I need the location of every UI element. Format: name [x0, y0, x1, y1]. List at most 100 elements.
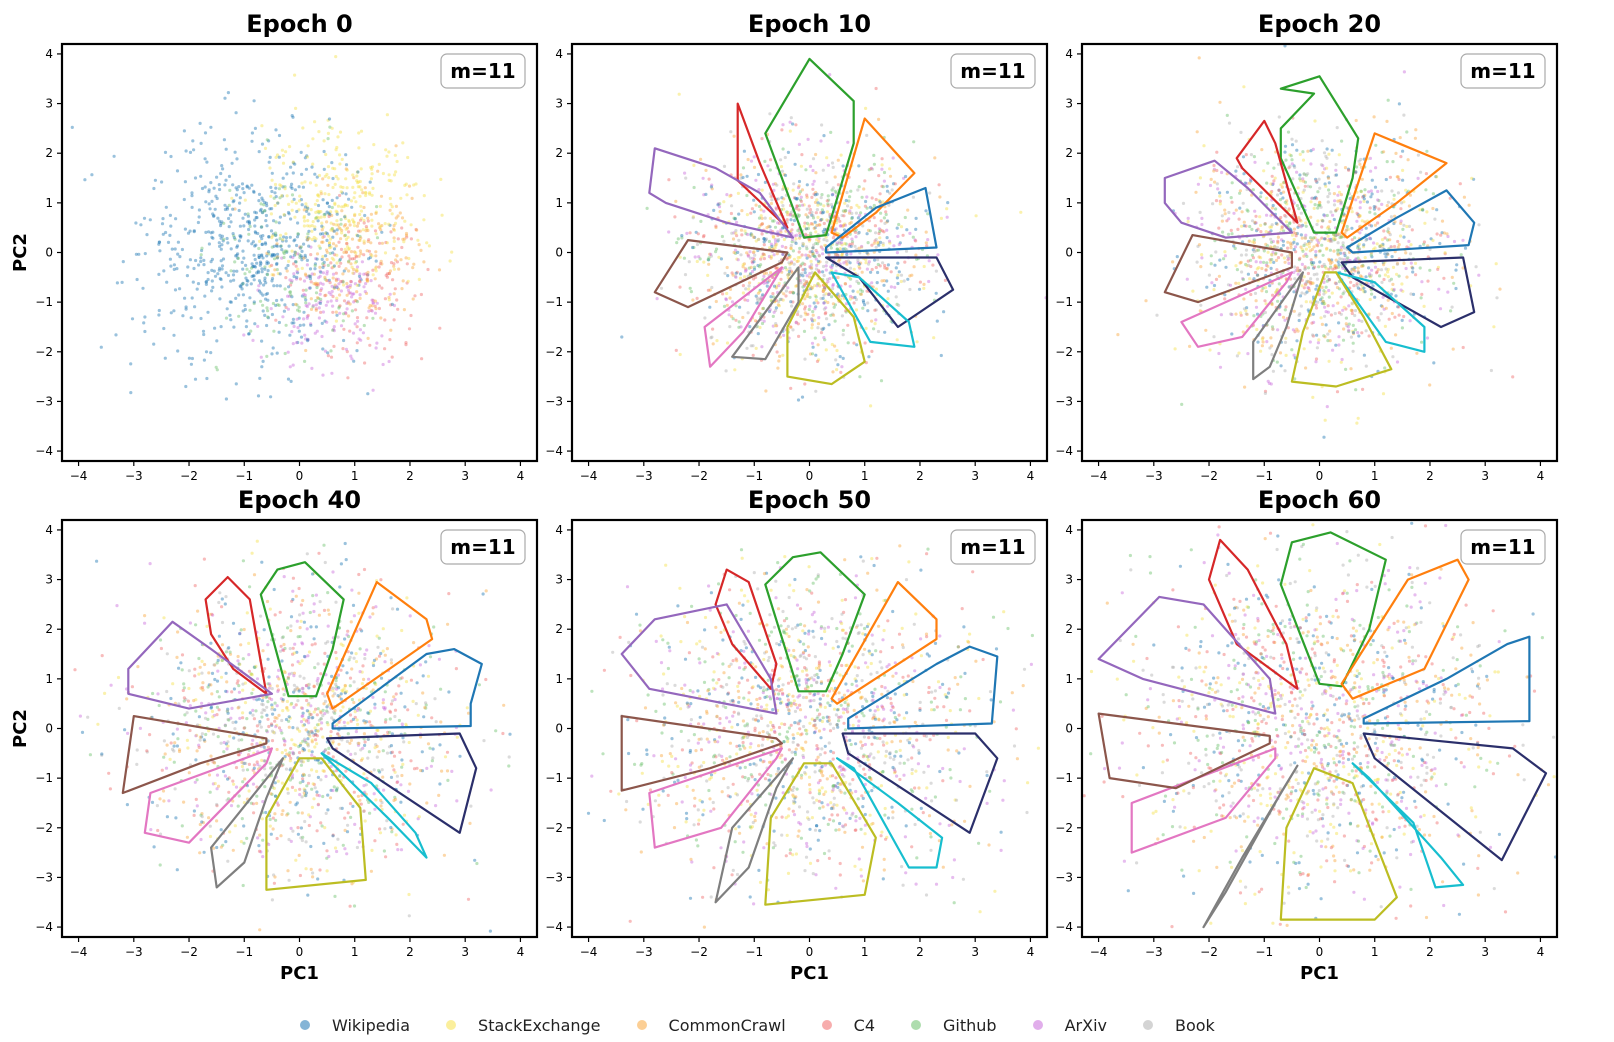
data-point [824, 311, 828, 315]
data-point [334, 319, 338, 323]
data-point [1314, 360, 1318, 364]
data-point [319, 297, 323, 301]
data-point [108, 787, 112, 791]
data-point [845, 262, 849, 266]
data-point [1325, 246, 1329, 250]
data-point [269, 395, 273, 399]
data-point [224, 271, 228, 275]
data-point [257, 289, 262, 293]
data-point [1446, 234, 1450, 239]
data-point [275, 242, 279, 246]
data-point [317, 211, 321, 215]
data-point [308, 224, 312, 228]
data-point [739, 253, 743, 257]
data-point [172, 263, 176, 267]
data-point [820, 208, 825, 212]
data-point [352, 220, 356, 224]
data-point [261, 210, 265, 214]
data-point [220, 285, 224, 289]
data-point [1376, 268, 1380, 272]
data-point [734, 274, 738, 279]
data-point [786, 273, 790, 277]
data-point [1393, 214, 1397, 218]
data-point [1361, 387, 1365, 391]
data-point [706, 258, 710, 262]
x-tick-label: −1 [1255, 469, 1273, 483]
data-point [847, 276, 852, 280]
data-point [367, 711, 371, 716]
data-point [1347, 168, 1351, 172]
data-point [784, 245, 788, 250]
data-point [745, 193, 749, 198]
x-tick-label: 1 [1371, 469, 1379, 483]
data-point [904, 174, 908, 179]
data-point [781, 204, 785, 208]
data-point [364, 225, 368, 229]
data-point [415, 766, 419, 770]
data-point [346, 260, 351, 264]
data-point [307, 244, 311, 248]
data-point [806, 312, 810, 316]
data-point [264, 281, 268, 285]
data-point [339, 279, 343, 284]
data-point [232, 199, 236, 203]
data-point [336, 223, 340, 227]
data-point [744, 232, 748, 236]
data-point [300, 181, 304, 185]
data-point [286, 263, 290, 268]
data-point [898, 241, 902, 245]
data-point [263, 279, 267, 283]
data-point [1244, 248, 1249, 252]
data-point [818, 260, 822, 264]
data-point [1237, 217, 1241, 221]
data-point [1405, 224, 1409, 229]
data-point [252, 253, 256, 257]
data-point [327, 234, 331, 238]
data-point [282, 737, 286, 741]
data-point [1324, 310, 1328, 314]
data-point [861, 306, 865, 310]
data-point [926, 212, 930, 216]
data-point [394, 204, 398, 208]
data-point [1298, 173, 1302, 177]
data-point [803, 221, 807, 225]
data-point [295, 341, 299, 345]
data-point [804, 232, 808, 236]
data-point [1400, 326, 1404, 330]
data-point [213, 207, 217, 211]
data-point [1357, 215, 1361, 219]
data-point [1333, 281, 1337, 285]
data-point [1297, 223, 1301, 227]
y-tick-label: −1 [35, 295, 53, 309]
data-point [1312, 196, 1316, 200]
data-point [1356, 286, 1360, 290]
data-point [1316, 190, 1320, 194]
data-point [1442, 231, 1446, 235]
data-point [1249, 264, 1253, 269]
data-point [213, 274, 218, 278]
data-point [266, 298, 270, 302]
data-point [352, 904, 357, 908]
data-point [253, 257, 257, 262]
data-point [769, 242, 774, 246]
data-point [447, 690, 451, 694]
data-point [771, 182, 776, 186]
data-point [350, 295, 354, 299]
data-point [701, 235, 706, 239]
data-point [200, 248, 204, 253]
data-point [1205, 285, 1209, 289]
data-point [816, 282, 820, 286]
data-point [70, 125, 74, 129]
data-point [325, 201, 329, 205]
data-point [1243, 181, 1247, 185]
data-point [811, 168, 815, 173]
data-point [772, 310, 776, 314]
data-point [392, 303, 396, 308]
data-point [1312, 245, 1316, 249]
data-point [865, 289, 869, 293]
data-point [746, 253, 750, 257]
data-point [789, 386, 793, 390]
data-point [1395, 175, 1399, 179]
data-point [387, 222, 391, 226]
data-point [236, 252, 240, 256]
